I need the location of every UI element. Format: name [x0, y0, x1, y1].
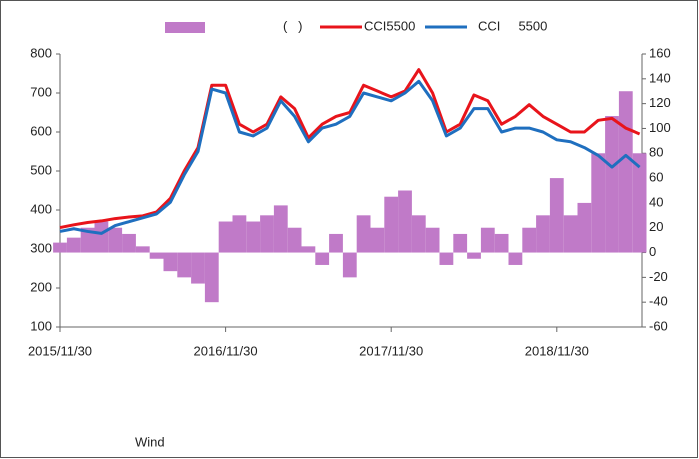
bar: [618, 91, 633, 253]
x-tick-label: 2017/11/30: [359, 343, 423, 358]
x-tick-label: 2015/11/30: [28, 343, 92, 358]
bar: [94, 221, 109, 253]
bar: [204, 252, 219, 303]
y-tick-label: 800: [30, 45, 52, 60]
bar: [453, 233, 468, 253]
bar: [536, 215, 550, 253]
bar: [563, 215, 578, 253]
bar: [591, 153, 606, 253]
bar: [301, 246, 316, 253]
bar: [356, 215, 371, 253]
bar: [411, 215, 426, 253]
bar: [508, 252, 523, 265]
legend-label: ( ): [283, 18, 303, 33]
bar: [605, 116, 619, 253]
bar: [287, 227, 302, 253]
bar: [398, 190, 412, 253]
bar: [66, 237, 81, 253]
y2-tick-label: 40: [649, 194, 663, 209]
bar: [191, 252, 205, 284]
y-tick-label: 200: [30, 279, 52, 294]
y-tick-label: 100: [30, 318, 52, 333]
x-tick-label: 2018/11/30: [525, 343, 589, 358]
y-tick-label: 700: [30, 84, 52, 99]
y2-tick-label: 160: [649, 45, 671, 60]
bar: [522, 227, 537, 253]
y2-tick-label: 0: [649, 244, 656, 259]
bar: [273, 205, 288, 253]
bar: [218, 221, 233, 253]
bar: [494, 233, 509, 253]
y2-tick-label: 80: [649, 145, 663, 160]
bar: [163, 252, 178, 272]
y-tick-label: 600: [30, 123, 52, 138]
legend-label: CCI 5500: [478, 18, 547, 33]
bar: [370, 227, 385, 253]
bar: [549, 178, 564, 253]
bar: [480, 227, 495, 253]
y-tick-label: 400: [30, 201, 52, 216]
bar: [177, 252, 192, 278]
bar: [53, 242, 67, 253]
bar: [577, 202, 592, 253]
bar: [122, 233, 136, 253]
bar: [425, 227, 440, 253]
bar: [108, 227, 123, 253]
bar: [260, 215, 274, 253]
bar: [246, 221, 261, 253]
legend-swatch: [165, 22, 205, 33]
y2-tick-label: -40: [649, 294, 668, 309]
bar: [315, 252, 330, 265]
bar: [149, 252, 164, 259]
y2-tick-label: 140: [649, 70, 671, 85]
line: [59, 79, 641, 235]
bar: [329, 233, 343, 253]
y2-tick-label: 100: [649, 120, 671, 135]
bar: [342, 252, 357, 278]
y2-tick-label: -20: [649, 269, 668, 284]
bar: [232, 215, 247, 253]
y-tick-label: 300: [30, 240, 52, 255]
bar: [439, 252, 454, 265]
y2-tick-label: 20: [649, 219, 663, 234]
bar: [135, 246, 150, 253]
bar: [632, 153, 647, 253]
legend-label: CCI5500: [364, 18, 415, 33]
y2-tick-label: 60: [649, 170, 663, 185]
y2-tick-label: -60: [649, 318, 668, 333]
bar: [467, 252, 481, 259]
y-tick-label: 500: [30, 162, 52, 177]
x-tick-label: 2016/11/30: [194, 343, 258, 358]
source: Wind: [135, 434, 165, 449]
bar: [80, 227, 95, 253]
y2-tick-label: 120: [649, 95, 671, 110]
bar: [384, 196, 399, 253]
